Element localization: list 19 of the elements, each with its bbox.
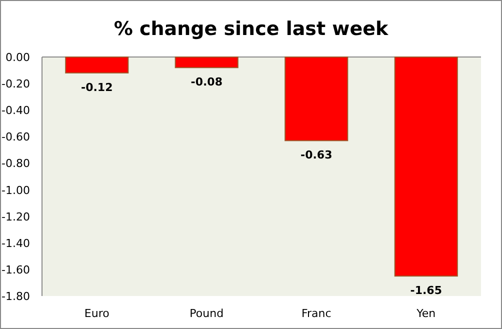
y-tick-label: -1.00 bbox=[2, 184, 30, 197]
y-tick-label: -1.80 bbox=[2, 290, 30, 303]
x-tick-label: Pound bbox=[190, 307, 224, 320]
y-tick-label: -1.40 bbox=[2, 236, 30, 250]
data-label: -0.12 bbox=[81, 80, 113, 94]
y-tick-label: -1.60 bbox=[2, 263, 30, 276]
y-tick-label: -0.60 bbox=[2, 130, 30, 144]
x-tick-label: Franc bbox=[301, 307, 332, 320]
y-tick-label: -0.40 bbox=[2, 104, 30, 118]
y-tick-label: -0.20 bbox=[2, 78, 30, 91]
chart-title: % change since last week bbox=[114, 18, 389, 40]
data-label: -0.63 bbox=[300, 148, 332, 162]
y-tick-label: -0.80 bbox=[2, 157, 30, 170]
y-tick-label: -1.20 bbox=[2, 210, 30, 224]
y-tick-label: 0.00 bbox=[6, 51, 30, 64]
data-label: -1.65 bbox=[410, 284, 442, 298]
x-tick-label: Yen bbox=[416, 307, 436, 320]
data-label: -0.08 bbox=[190, 76, 222, 89]
x-tick-label: Euro bbox=[84, 307, 110, 320]
